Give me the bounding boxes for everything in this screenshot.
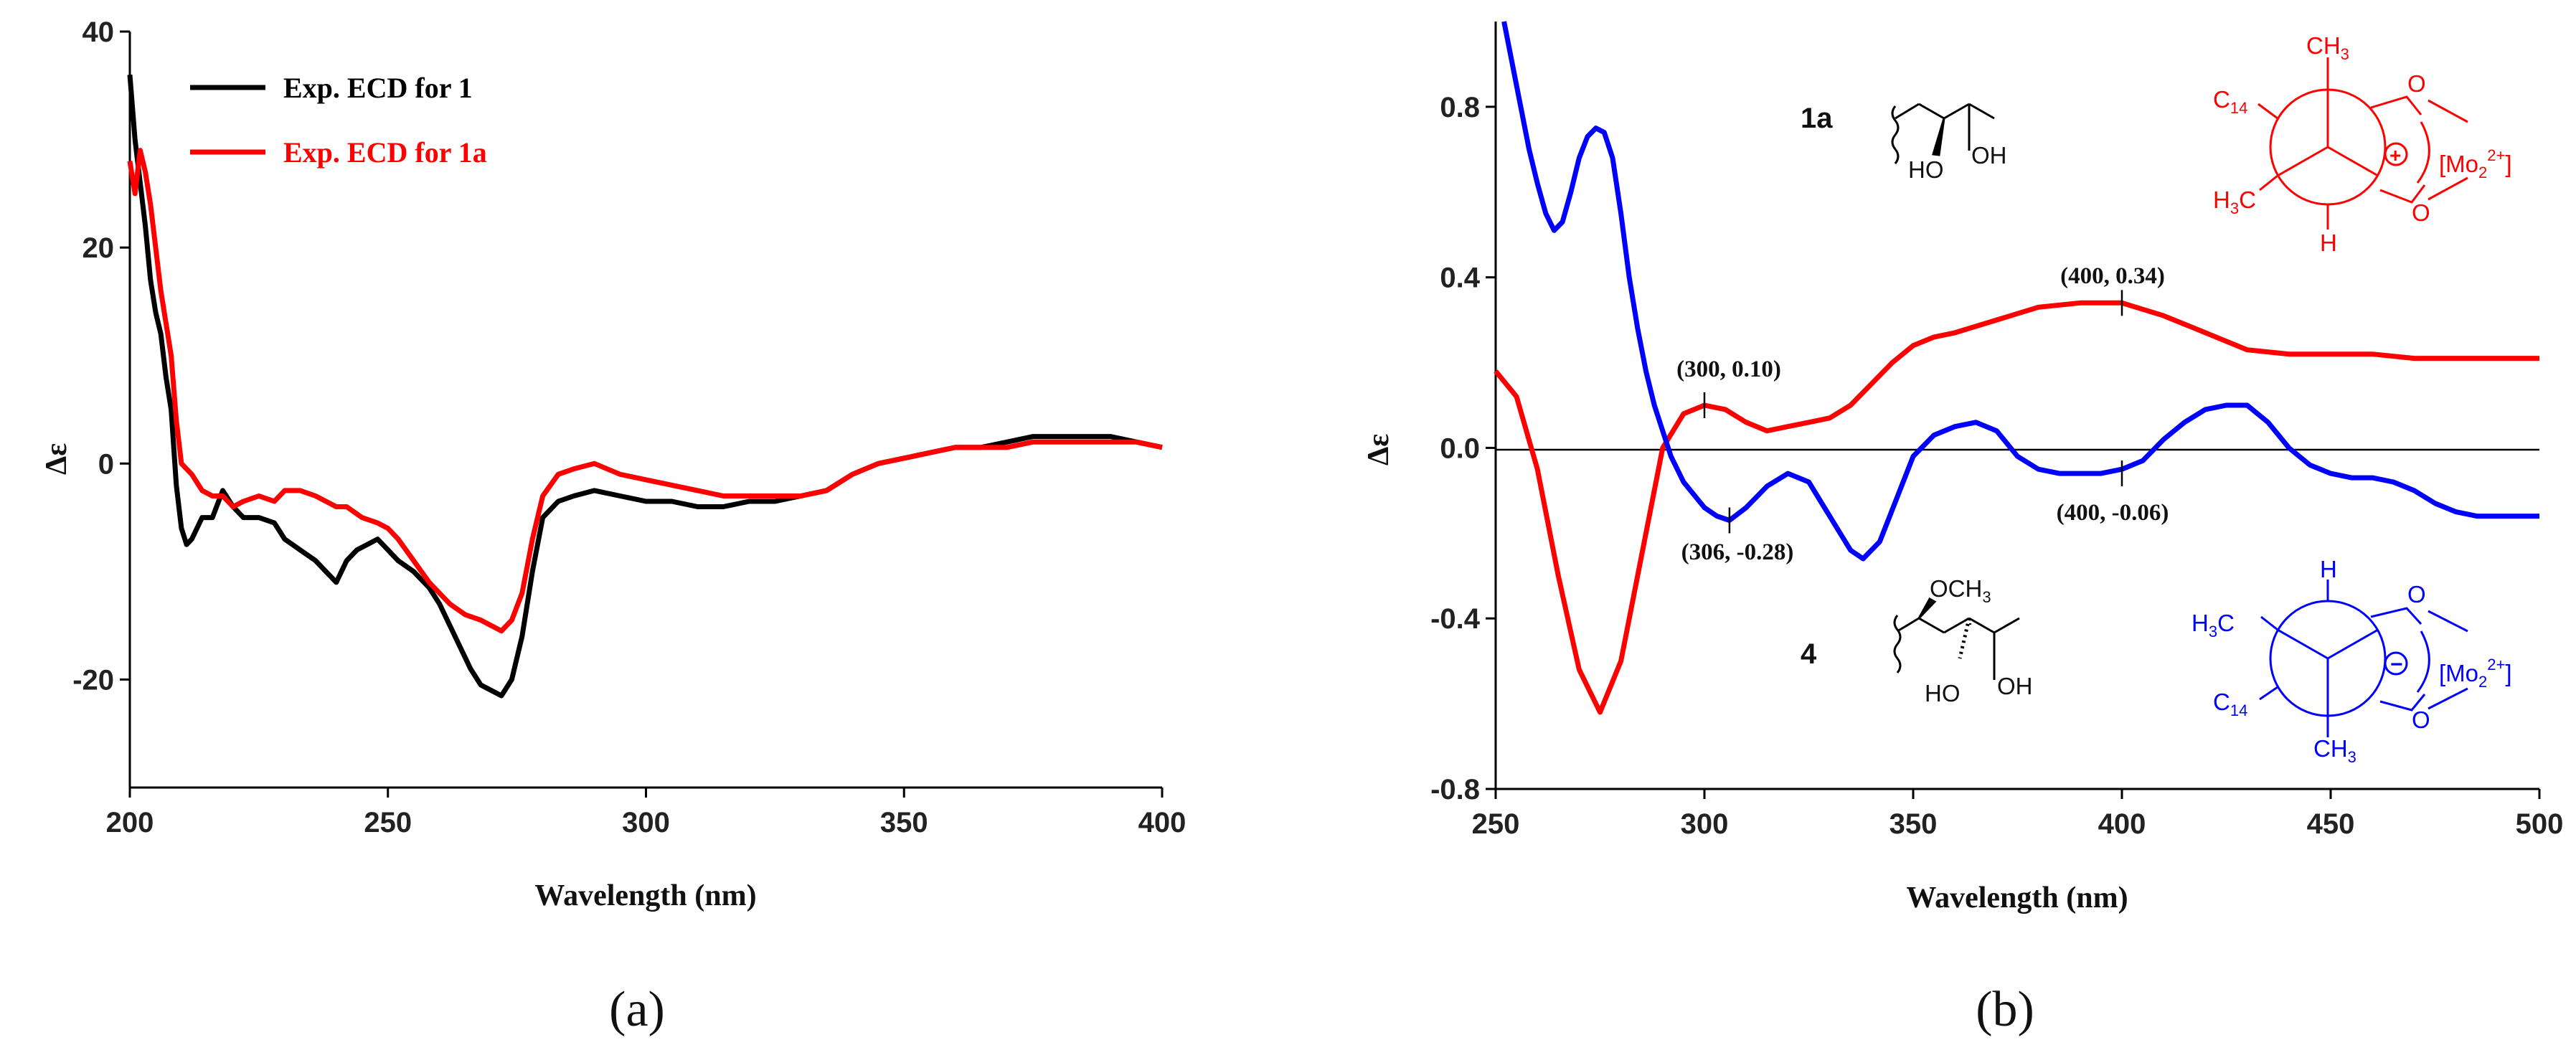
annotation-300-0-10: (300, 0.10) [1676, 356, 1781, 382]
panel-a-label: (a) [609, 982, 665, 1037]
y-tick-label: 0.4 [1440, 263, 1480, 294]
x-tick-label: 300 [1681, 808, 1729, 840]
legend-label-exp-1: Exp. ECD for 1 [283, 72, 473, 104]
panel-b-x-axis-label: Wavelength (nm) [1906, 881, 2128, 914]
legend-label-exp-1a: Exp. ECD for 1a [283, 136, 487, 169]
newman-blue-o-bottom: O [2412, 706, 2430, 733]
newman-red-o-bottom: O [2412, 199, 2430, 226]
newman-projection-red [2257, 57, 2468, 230]
structure-4-oh: OH [1997, 673, 2033, 699]
y-tick-label: 40 [82, 16, 115, 48]
panel-b-series-line-0 [1494, 300, 2539, 715]
structure-4 [1893, 597, 2020, 680]
x-tick-label: 300 [622, 807, 670, 838]
y-tick-label: 0 [98, 448, 114, 480]
panel-b-series-line-1 [1501, 21, 2539, 562]
panel-a-x-axis-label: Wavelength (nm) [534, 879, 756, 912]
newman-blue-h3c: H3C [2192, 610, 2235, 640]
x-tick-label: 250 [1472, 808, 1520, 840]
x-tick-label: 450 [2307, 808, 2355, 840]
newman-red-c14: C14 [2213, 86, 2247, 117]
y-tick-label: -0.8 [1430, 774, 1480, 805]
x-tick-label: 350 [880, 807, 928, 838]
annotation-400-neg-0-06: (400, -0.06) [2057, 500, 2169, 526]
structure-1a-oh: OH [1971, 142, 2007, 169]
newman-red-ch3: CH3 [2306, 32, 2349, 63]
newman-red-plus: + [2389, 144, 2401, 166]
newman-blue-o-top: O [2407, 581, 2426, 608]
panel-a-y-axis-label: Δε [40, 443, 73, 475]
structure-4-och3: OCH3 [1930, 575, 1991, 606]
panel-b-y-axis-label: Δε [1362, 434, 1395, 465]
panel-b-label: (b) [1976, 982, 2034, 1037]
newman-red-h3c: H3C [2213, 186, 2256, 217]
newman-blue-c14: C14 [2213, 689, 2247, 719]
structure-4-ho: HO [1925, 680, 1961, 706]
structure-4-label: 4 [1801, 638, 1817, 670]
panel-a-series-line-1 [127, 148, 1163, 634]
x-tick-label: 400 [1138, 807, 1186, 838]
y-tick-label: 0.8 [1440, 92, 1480, 123]
y-tick-label: 20 [82, 232, 115, 264]
x-tick-label: 400 [2098, 808, 2146, 840]
x-tick-label: 200 [106, 807, 154, 838]
x-tick-label: 500 [2516, 808, 2564, 840]
structure-1a-ho: HO [1908, 156, 1944, 183]
y-tick-label: -0.4 [1430, 603, 1481, 635]
y-tick-label: -20 [72, 664, 114, 696]
x-tick-label: 250 [364, 807, 412, 838]
panel-b-chart: 250 300 350 400 450 500 -0.8 -0.4 0.0 0.4 0.8 (400… [1362, 21, 2564, 1037]
newman-blue-h: H [2320, 556, 2337, 582]
newman-blue-ch3: CH3 [2313, 735, 2356, 766]
newman-red-h: H [2320, 230, 2337, 256]
newman-red-mo: [Mo22+] [2439, 146, 2512, 181]
x-tick-label: 350 [1889, 808, 1938, 840]
newman-blue-mo: [Mo22+] [2439, 656, 2512, 691]
newman-projection-blue [2259, 580, 2468, 737]
annotation-400-0-34: (400, 0.34) [2060, 263, 2165, 289]
structure-1a-label: 1a [1801, 103, 1833, 134]
newman-blue-minus: − [2390, 653, 2403, 676]
structure-1a [1891, 103, 1995, 164]
annotation-306-neg-0-28: (306, -0.28) [1681, 539, 1794, 565]
y-tick-label: 0.0 [1440, 432, 1480, 464]
newman-red-o-top: O [2407, 70, 2426, 97]
panel-a-chart: 200 250 300 350 400 -20 0 20 40 Exp. ECD for 1 E… [40, 16, 1186, 1037]
